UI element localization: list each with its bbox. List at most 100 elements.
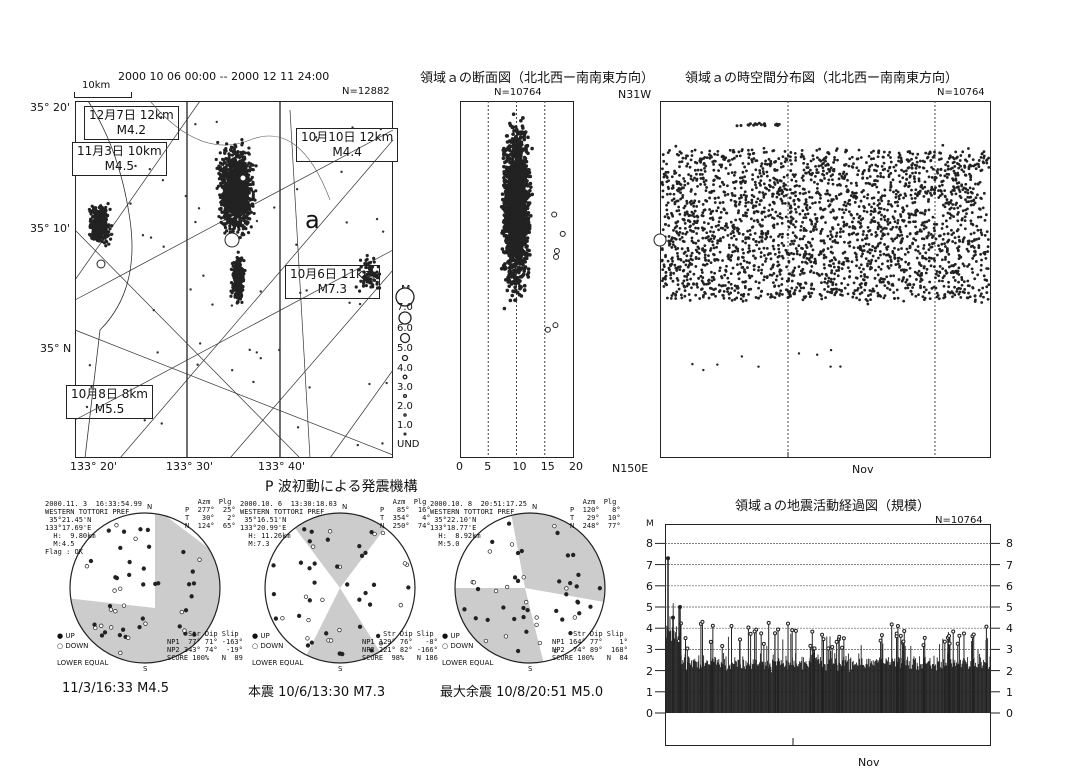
space-time-point bbox=[941, 214, 945, 218]
space-time-point bbox=[661, 183, 665, 187]
epicenter bbox=[235, 265, 239, 269]
space-time-point bbox=[696, 226, 700, 230]
space-time-point bbox=[683, 204, 687, 208]
space-time-point bbox=[852, 246, 856, 250]
space-time-point bbox=[759, 199, 763, 202]
epicenter bbox=[375, 282, 379, 286]
space-time-point bbox=[891, 239, 895, 243]
hypocenter bbox=[502, 179, 507, 184]
epicenter bbox=[245, 215, 249, 219]
space-time-point bbox=[841, 208, 844, 212]
hypocenter bbox=[511, 194, 515, 198]
epicenter bbox=[231, 273, 235, 278]
space-time-point bbox=[748, 261, 751, 265]
epicenter bbox=[223, 218, 227, 221]
space-time-point bbox=[794, 194, 798, 198]
space-time-point bbox=[771, 281, 775, 285]
space-time-point bbox=[856, 238, 859, 242]
space-time-point bbox=[822, 169, 825, 173]
epicenter bbox=[234, 220, 238, 224]
epicenter bbox=[295, 188, 299, 191]
hypocenter bbox=[502, 263, 506, 268]
space-time-point bbox=[982, 154, 986, 158]
mt-ylabel: M bbox=[646, 519, 654, 529]
space-time-point bbox=[910, 188, 913, 192]
epicenter bbox=[278, 348, 281, 352]
space-time-point bbox=[686, 154, 689, 158]
epicenter bbox=[221, 162, 225, 167]
hypocenter bbox=[519, 274, 524, 279]
epicenter bbox=[89, 219, 93, 223]
epicenter bbox=[160, 116, 163, 119]
space-time-point bbox=[802, 234, 806, 238]
space-time-point bbox=[760, 174, 763, 178]
epicenter bbox=[215, 120, 218, 124]
epicenter bbox=[361, 281, 366, 286]
space-time-point bbox=[765, 170, 769, 174]
epicenter bbox=[235, 273, 239, 278]
epicenter bbox=[134, 164, 137, 168]
hypocenter bbox=[523, 211, 527, 215]
space-time-point bbox=[897, 278, 901, 281]
hypocenter bbox=[553, 253, 560, 260]
epicenter bbox=[233, 196, 237, 201]
hypocenter bbox=[516, 197, 520, 202]
hypocenter bbox=[512, 224, 517, 229]
epicenter bbox=[233, 184, 237, 188]
hypocenter bbox=[522, 284, 527, 288]
hypocenter bbox=[522, 225, 526, 229]
epicenter bbox=[359, 265, 363, 269]
epicenter bbox=[234, 202, 238, 207]
space-time-point bbox=[725, 264, 728, 268]
space-time-point bbox=[766, 292, 770, 296]
epicenter bbox=[314, 136, 318, 139]
space-time-point bbox=[852, 162, 855, 166]
space-time-point bbox=[880, 262, 884, 266]
space-time-point bbox=[762, 146, 766, 150]
hypocenter bbox=[512, 248, 517, 252]
epicenter bbox=[162, 245, 165, 248]
space-time-point bbox=[907, 184, 911, 188]
fault-line bbox=[119, 139, 394, 459]
epicenter bbox=[254, 164, 258, 168]
epicenter bbox=[236, 150, 240, 154]
epicenter bbox=[91, 234, 95, 238]
epicenter bbox=[97, 239, 101, 243]
space-time-point bbox=[727, 172, 730, 175]
epicenter bbox=[357, 268, 361, 272]
event-mag: M4.2 bbox=[116, 123, 147, 137]
hypocenter bbox=[524, 144, 528, 149]
epicenter bbox=[246, 220, 250, 224]
hypocenter bbox=[518, 136, 523, 140]
epicenter bbox=[90, 385, 93, 389]
epicenter bbox=[218, 161, 223, 165]
space-time-point bbox=[754, 240, 758, 243]
hypocenter bbox=[500, 229, 505, 233]
hypocenter bbox=[517, 226, 522, 230]
epicenter bbox=[108, 227, 112, 231]
epicenter bbox=[216, 184, 221, 188]
epicenter bbox=[228, 224, 232, 228]
space-time-point bbox=[953, 189, 956, 192]
coastline bbox=[84, 100, 133, 459]
space-time-point bbox=[857, 148, 861, 152]
space-time-point bbox=[661, 167, 664, 171]
space-time-point bbox=[721, 201, 725, 204]
space-time-point bbox=[794, 220, 798, 223]
space-time-point bbox=[683, 179, 687, 183]
space-time-point bbox=[788, 158, 792, 162]
hypocenter bbox=[509, 281, 513, 285]
space-time-point bbox=[951, 295, 954, 299]
space-time-point bbox=[915, 278, 918, 281]
epicenter bbox=[246, 231, 251, 235]
epicenter bbox=[315, 139, 319, 142]
space-time-point bbox=[727, 243, 731, 247]
epicenter bbox=[230, 200, 234, 204]
hypocenter bbox=[502, 197, 507, 202]
space-time-point bbox=[937, 297, 941, 301]
space-time-top-label: N31W bbox=[618, 88, 652, 101]
epicenter bbox=[357, 289, 362, 293]
space-time-point bbox=[836, 223, 840, 227]
event-mag: M4.5 bbox=[104, 159, 135, 173]
